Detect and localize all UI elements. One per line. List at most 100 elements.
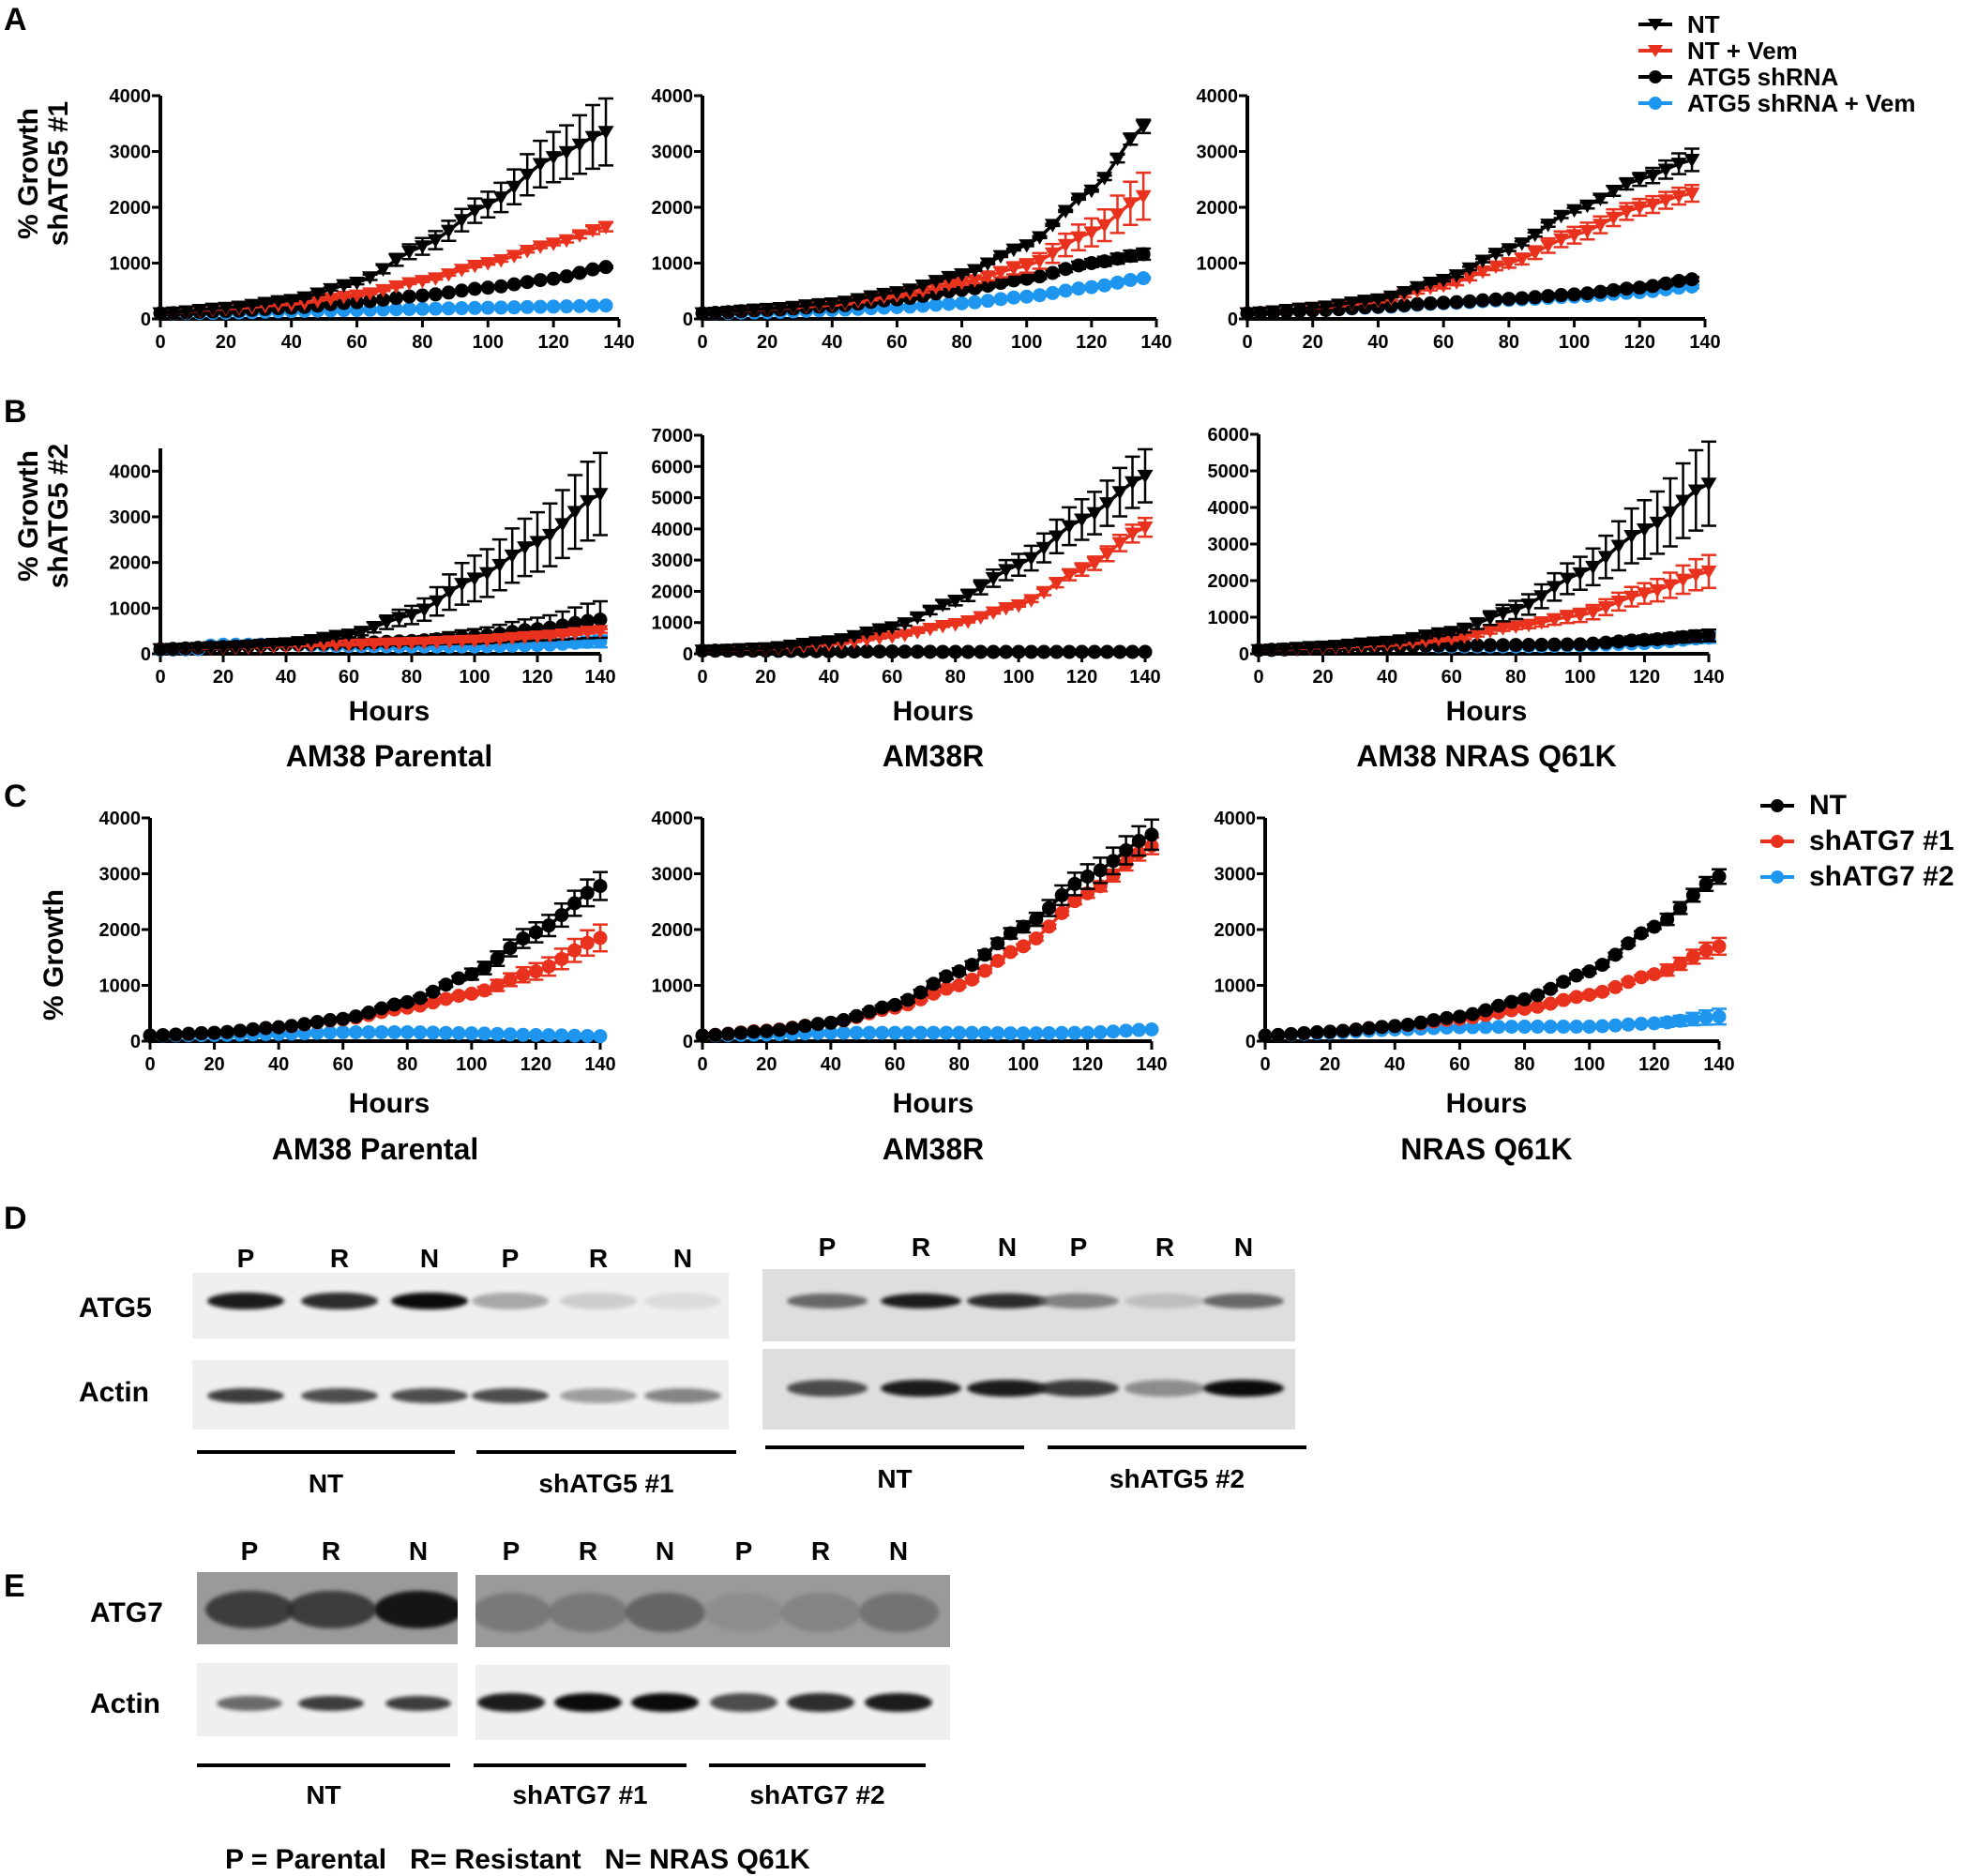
- data-point: [593, 1029, 608, 1044]
- data-point: [1683, 187, 1700, 202]
- data-point: [909, 611, 926, 626]
- y-tick-label: 0: [683, 1032, 693, 1052]
- data-point: [1634, 1016, 1649, 1031]
- data-point: [366, 638, 383, 652]
- data-point: [887, 1025, 902, 1040]
- data-point: [1006, 273, 1021, 288]
- data-point: [1634, 970, 1649, 985]
- series-nt: [1250, 440, 1717, 658]
- x-tick-label: 100: [473, 332, 504, 353]
- data-point: [545, 237, 562, 251]
- data-point: [349, 289, 366, 304]
- data-point: [1698, 1010, 1713, 1025]
- data-point: [1580, 286, 1595, 301]
- x-tick-label: 20: [216, 332, 236, 353]
- protein-band: [475, 1593, 551, 1632]
- data-point: [897, 628, 913, 643]
- data-point: [1035, 541, 1052, 556]
- x-tick-label: 100: [1003, 667, 1034, 688]
- data-point: [1501, 243, 1517, 257]
- data-point: [915, 298, 930, 313]
- data-point: [1005, 262, 1022, 277]
- x-tick-label: 20: [755, 667, 776, 688]
- data-point: [837, 295, 853, 310]
- data-point: [954, 276, 971, 291]
- data-point: [1478, 1003, 1493, 1018]
- data-point: [1003, 926, 1018, 941]
- data-point: [566, 506, 583, 520]
- data-point: [1331, 298, 1348, 312]
- protein-band: [286, 1591, 376, 1628]
- data-point: [429, 636, 445, 650]
- data-point: [257, 296, 274, 310]
- data-point: [1327, 640, 1344, 654]
- data-point: [1029, 912, 1044, 927]
- data-point: [378, 616, 395, 630]
- panel-letter-a: A: [4, 2, 27, 38]
- data-point: [177, 642, 194, 657]
- data-point: [913, 985, 928, 1000]
- x-tick-label: 120: [1624, 332, 1655, 353]
- data-point: [233, 1023, 248, 1038]
- data-point: [559, 269, 574, 284]
- data-point: [1504, 994, 1519, 1009]
- b3-xlabel: Hours: [1445, 696, 1528, 727]
- protein-band: [472, 1293, 549, 1309]
- data-point: [1278, 303, 1295, 318]
- y-tick-label: 1000: [99, 976, 142, 997]
- data-point: [598, 260, 613, 275]
- y-tick-label: 2000: [1197, 198, 1239, 219]
- x-tick-label: 0: [697, 1054, 707, 1075]
- data-point: [1289, 642, 1305, 656]
- legend-item: NT: [1758, 788, 1954, 824]
- data-point: [1302, 641, 1319, 655]
- data-point: [947, 618, 964, 632]
- data-point: [1067, 894, 1082, 909]
- data-point: [887, 997, 902, 1012]
- data-point: [554, 628, 571, 643]
- data-point: [948, 644, 963, 659]
- data-point: [429, 595, 445, 610]
- lane-label: R: [1155, 1233, 1175, 1262]
- data-point: [1435, 273, 1452, 288]
- data-point: [1097, 278, 1112, 293]
- data-point: [454, 634, 471, 649]
- data-point: [1502, 292, 1517, 307]
- x-tick-label: 20: [213, 667, 234, 688]
- data-point: [1660, 1015, 1675, 1030]
- data-point: [1621, 975, 1636, 990]
- data-point: [973, 611, 989, 626]
- series-nt: [695, 818, 1159, 1043]
- data-point: [1137, 521, 1154, 536]
- y-tick-label: 3000: [652, 865, 694, 885]
- data-point: [572, 265, 587, 280]
- data-point: [546, 299, 561, 314]
- data-point: [152, 307, 169, 322]
- data-point: [935, 644, 950, 659]
- data-point: [1698, 943, 1713, 958]
- data-point: [1124, 476, 1141, 491]
- data-point: [361, 1024, 376, 1039]
- x-tick-label: 140: [1129, 667, 1160, 688]
- data-point: [362, 287, 379, 301]
- data-point: [528, 1027, 543, 1042]
- data-point: [506, 300, 521, 315]
- data-point: [1556, 992, 1571, 1007]
- data-point: [428, 287, 443, 302]
- data-point: [1582, 1020, 1597, 1035]
- blot-actin-shATG5-2: [762, 1349, 1295, 1430]
- data-point: [1579, 224, 1596, 239]
- data-point: [585, 262, 600, 277]
- x-tick-label: 140: [1693, 667, 1724, 688]
- data-point: [955, 295, 970, 310]
- data-point: [265, 638, 282, 652]
- data-point: [440, 268, 457, 282]
- circle-marker-icon: [1760, 799, 1794, 812]
- data-point: [1296, 1025, 1311, 1040]
- data-point: [977, 947, 992, 962]
- data-point: [837, 1013, 852, 1028]
- data-point: [959, 589, 976, 603]
- data-point: [1239, 307, 1256, 322]
